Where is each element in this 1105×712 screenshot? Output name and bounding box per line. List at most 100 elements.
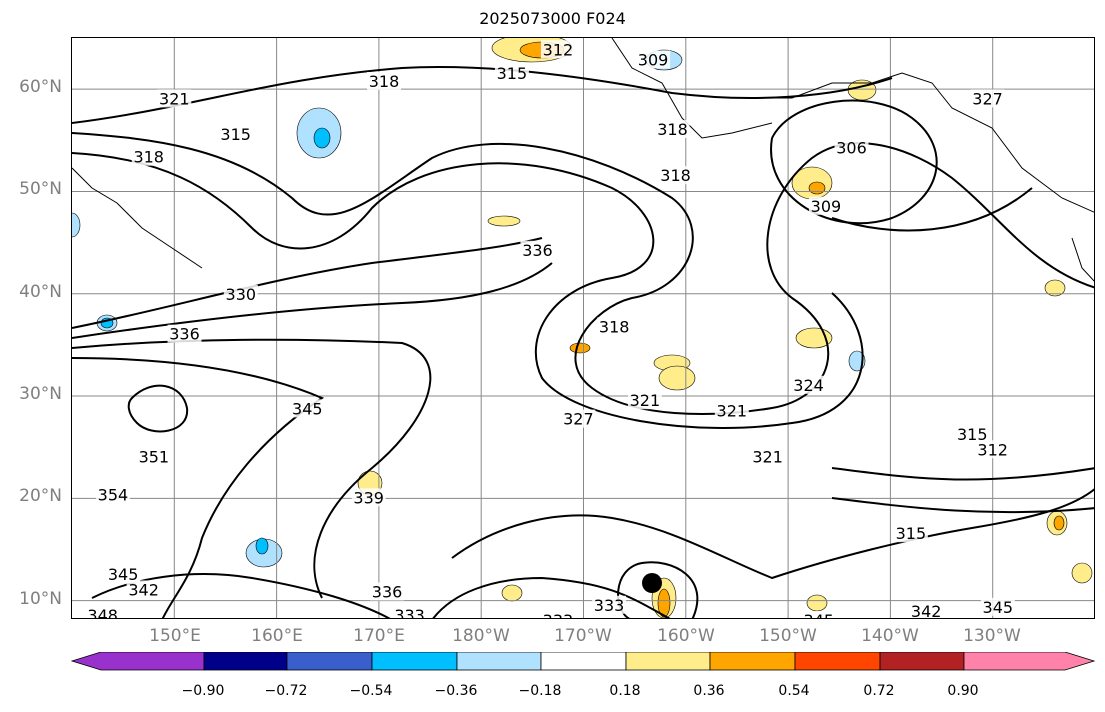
svg-text:351: 351: [139, 447, 170, 466]
colorbar-swatch: [540, 652, 627, 671]
colorbar-swatch: [456, 652, 542, 671]
svg-text:327: 327: [563, 410, 594, 429]
contour-label: 336: [167, 324, 202, 344]
colorbar-swatch: [371, 652, 458, 671]
pv-anomaly-patch: [313, 127, 331, 149]
colorbar-swatch: [71, 652, 205, 671]
contour-label: 321: [627, 391, 662, 410]
svg-text:321: 321: [630, 391, 661, 410]
svg-text:315: 315: [497, 64, 528, 83]
contour-label: 324: [791, 375, 826, 395]
map-panel: 312 315 309 318 321 315 318 318 318 306 309 327 336 3…: [71, 37, 1095, 619]
colorbar-tick: −0.18: [518, 683, 562, 699]
contour-label: 318: [597, 317, 632, 337]
svg-text:315: 315: [896, 524, 927, 543]
coastline: [611, 38, 773, 139]
svg-text:315: 315: [220, 125, 251, 144]
svg-text:309: 309: [811, 197, 842, 216]
theta-contour: [831, 187, 1033, 232]
contour-label: 345: [801, 611, 836, 618]
svg-text:321: 321: [159, 89, 190, 108]
svg-text:318: 318: [599, 318, 630, 337]
colorbar-tick: −0.54: [349, 683, 393, 699]
contour-label: 312: [540, 40, 575, 59]
pv-anomaly-patch: [1053, 515, 1065, 531]
colorbar-tick: 0.72: [863, 683, 895, 699]
contour-label: 333: [392, 605, 427, 619]
contour-label: 345: [980, 597, 1015, 617]
svg-text:318: 318: [660, 166, 691, 185]
contour-label: 309: [808, 196, 843, 216]
svg-text:333: 333: [594, 596, 625, 615]
contour-label: 315: [218, 125, 253, 144]
svg-text:348: 348: [87, 606, 118, 619]
coastline: [1071, 237, 1094, 282]
svg-text:336: 336: [522, 241, 553, 260]
contour-label: 336: [520, 240, 555, 260]
lon-label-160e: 160°E: [251, 626, 303, 646]
colorbar-tick: −0.90: [181, 683, 225, 699]
svg-text:336: 336: [169, 325, 200, 344]
lon-label-160w: 160°W: [657, 626, 715, 646]
svg-text:312: 312: [977, 440, 1008, 459]
contour-label: 336: [370, 582, 405, 601]
contour-label: 342: [909, 601, 944, 619]
colorbar-swatch: [794, 652, 881, 671]
svg-text:318: 318: [133, 148, 164, 167]
contour-label: 306: [834, 138, 869, 157]
lon-label-150w: 150°W: [759, 626, 817, 646]
svg-text:309: 309: [638, 51, 669, 70]
theta-contour: [770, 99, 938, 225]
contour-label: 321: [714, 401, 749, 420]
lon-label-150e: 150°E: [149, 626, 201, 646]
lon-label-130w: 130°W: [963, 626, 1021, 646]
contour-label: 342: [126, 580, 161, 599]
colorbar-tick: 0.90: [947, 683, 979, 699]
svg-text:318: 318: [657, 120, 688, 139]
svg-text:306: 306: [836, 138, 867, 157]
lon-label-170e: 170°E: [353, 626, 405, 646]
colorbar-swatch: [879, 652, 965, 671]
svg-text:321: 321: [752, 447, 783, 466]
svg-text:312: 312: [543, 40, 574, 59]
coastlines-layer: [72, 38, 1094, 282]
contour-labels-layer: 312 315 309 318 321 315 318 318 318 306 309 327 336 3…: [85, 40, 1015, 619]
svg-text:324: 324: [793, 376, 824, 395]
theta-contour: [127, 384, 189, 433]
svg-text:318: 318: [369, 72, 400, 91]
pv-anomaly-patch: [501, 584, 523, 602]
colorbar-swatch: [203, 652, 288, 671]
contour-label: 315: [494, 63, 529, 83]
colorbar-swatch: [625, 652, 711, 671]
svg-text:336: 336: [372, 582, 403, 601]
pv-anomaly-patch: [255, 537, 269, 555]
contour-label: 312: [975, 440, 1010, 459]
contour-label: 345: [106, 565, 141, 584]
lon-label-140w: 140°W: [861, 626, 919, 646]
pv-anomaly-patch: [808, 181, 826, 195]
svg-text:330: 330: [226, 285, 257, 304]
svg-text:354: 354: [98, 485, 129, 504]
contour-label: 318: [655, 120, 690, 139]
map-title: 2025073000 F024: [479, 9, 626, 28]
svg-text:345: 345: [983, 598, 1014, 617]
svg-text:321: 321: [717, 401, 748, 420]
svg-text:333: 333: [543, 611, 574, 619]
theta-contour: [72, 262, 553, 339]
contour-label: 339: [351, 488, 386, 507]
map-canvas: 312 315 309 318 321 315 318 318 318 306 309 327 336 3…: [72, 38, 1094, 619]
colorbar-swatch: [286, 652, 373, 671]
svg-text:342: 342: [911, 602, 942, 619]
theta-contour: [432, 576, 671, 618]
pv-anomaly-patch: [658, 365, 696, 391]
pv-anomaly-patch: [487, 215, 521, 227]
pv-anomaly-patch: [72, 212, 81, 238]
theta-contour: [72, 152, 864, 429]
colorbar-tick: 0.18: [609, 683, 641, 699]
colorbar: [71, 652, 1095, 671]
svg-text:333: 333: [394, 606, 425, 619]
contour-label: 354: [95, 485, 130, 504]
colorbar-swatch: [963, 652, 1095, 671]
colorbar-tick: 0.36: [693, 683, 725, 699]
lon-label-180w: 180°W: [452, 626, 510, 646]
